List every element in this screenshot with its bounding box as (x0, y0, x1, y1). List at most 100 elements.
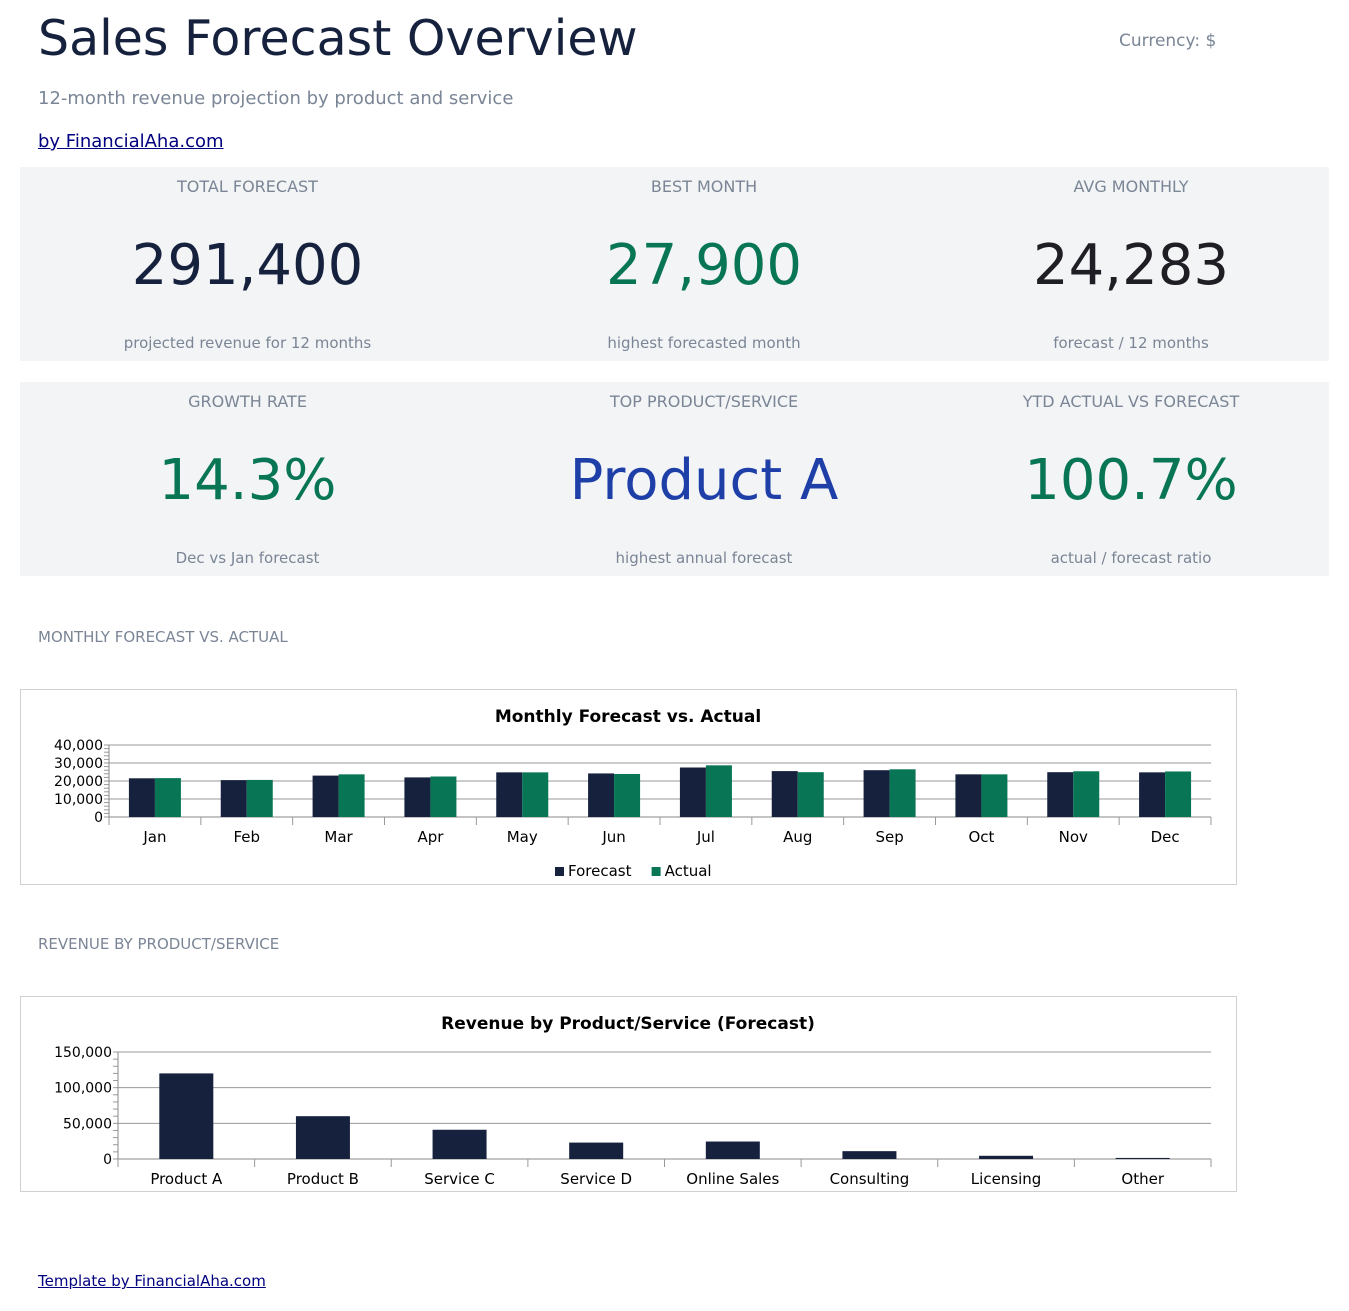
revenue-by-product-chart-svg: Revenue by Product/Service (Forecast) 0 50… (54, 1014, 1212, 1188)
y-tick-label: 0 (94, 810, 103, 826)
kpi-note: forecast / 12 months (1053, 334, 1209, 352)
kpi-label: GROWTH RATE (188, 392, 307, 411)
kpi-value: 27,900 (606, 233, 802, 298)
page-title: Sales Forecast Overview (38, 10, 638, 67)
bar-forecast-apr (404, 777, 431, 817)
bar-actual-jun (614, 773, 641, 817)
bar-forecast-feb (220, 780, 247, 817)
x-tick-label: Jan (142, 828, 166, 846)
section-heading-product: REVENUE BY PRODUCT/SERVICE (38, 935, 280, 953)
y-tick-label: 30,000 (54, 756, 103, 772)
bar-forecast-oct (955, 774, 982, 817)
bar-forecast-jun (588, 773, 615, 817)
revenue-by-product-chart: Revenue by Product/Service (Forecast) 0 50… (20, 996, 1237, 1192)
x-tick-label: Oct (968, 828, 994, 846)
x-tick-label: Other (1121, 1170, 1164, 1188)
x-tick-label: Licensing (971, 1170, 1042, 1188)
byline-link[interactable]: by FinancialAha.com (38, 131, 224, 152)
bar-actual-jan (154, 778, 181, 817)
bar-actual-sep (889, 769, 916, 817)
y-tick-label: 150,000 (54, 1045, 112, 1061)
x-tick-label: Aug (783, 828, 812, 846)
x-tick-label: Service D (560, 1170, 632, 1188)
x-tick-label: Jun (601, 828, 625, 846)
y-tick-label: 40,000 (54, 738, 103, 754)
kpi-value: 291,400 (131, 233, 364, 298)
bar-forecast-dec (1139, 772, 1166, 817)
kpi-row: GROWTH RATE 14.3% Dec vs Jan forecast TO… (20, 382, 1329, 576)
y-tick-label: 0 (103, 1152, 112, 1168)
bar-forecast-mar (312, 775, 339, 817)
bar-value-product-b (295, 1116, 350, 1159)
bar-actual-aug (797, 772, 824, 817)
kpi-note: Dec vs Jan forecast (175, 549, 320, 567)
bar-actual-mar (338, 774, 365, 817)
y-tick-label: 100,000 (54, 1081, 112, 1097)
x-tick-label: Product B (287, 1170, 359, 1188)
bar-forecast-aug (771, 771, 798, 817)
kpi-card-avg-monthly: AVG MONTHLY 24,283 forecast / 12 months (933, 167, 1329, 361)
bar-value-product-a (159, 1073, 214, 1159)
kpi-value: Product A (569, 448, 839, 513)
x-tick-label: Apr (417, 828, 444, 846)
bar-actual-jul (705, 765, 732, 817)
kpi-note: actual / forecast ratio (1050, 549, 1212, 567)
kpi-card-total-forecast: TOTAL FORECAST 291,400 projected revenue… (20, 167, 475, 361)
kpi-label: YTD ACTUAL VS FORECAST (1022, 392, 1240, 411)
kpi-note: highest forecasted month (607, 334, 801, 352)
x-tick-label: Online Sales (686, 1170, 779, 1188)
bar-value-online-sales (705, 1141, 760, 1159)
footer-link[interactable]: Template by FinancialAha.com (38, 1272, 266, 1290)
bar-actual-feb (246, 779, 273, 817)
x-tick-label: Dec (1151, 828, 1180, 846)
legend-swatch-actual (651, 867, 661, 876)
kpi-card-top-product: TOP PRODUCT/SERVICE Product A highest an… (475, 382, 933, 576)
bar-actual-oct (981, 774, 1008, 817)
legend-swatch-forecast (555, 867, 564, 876)
y-tick-label: 20,000 (54, 774, 103, 790)
x-tick-label: Consulting (830, 1170, 910, 1188)
kpi-note: highest annual forecast (615, 549, 793, 567)
chart-title: Monthly Forecast vs. Actual (495, 707, 761, 727)
bar-forecast-jul (679, 767, 706, 817)
bar-value-other (1115, 1157, 1170, 1159)
kpi-label: TOTAL FORECAST (177, 177, 318, 196)
bar-forecast-nov (1047, 772, 1074, 817)
x-tick-label: May (507, 828, 538, 846)
x-tick-label: Mar (324, 828, 353, 846)
kpi-value: 24,283 (1033, 233, 1229, 298)
bar-forecast-sep (863, 770, 890, 817)
bar-actual-apr (430, 776, 457, 817)
x-tick-label: Nov (1059, 828, 1088, 846)
monthly-forecast-chart-svg: Monthly Forecast vs. Actual 0 10,000 20,000… (54, 707, 1212, 880)
bar-value-service-c (432, 1129, 487, 1159)
kpi-note: projected revenue for 12 months (123, 334, 372, 352)
x-tick-label: Service C (424, 1170, 495, 1188)
bar-forecast-may (496, 772, 523, 817)
x-tick-label: Sep (875, 828, 903, 846)
bar-value-service-d (569, 1142, 624, 1159)
bar-actual-nov (1073, 771, 1100, 817)
kpi-label: AVG MONTHLY (1073, 177, 1189, 196)
kpi-value: 100.7% (1024, 448, 1238, 513)
kpi-row: TOTAL FORECAST 291,400 projected revenue… (20, 167, 1329, 361)
x-tick-label: Jul (696, 828, 715, 846)
page-subtitle: 12-month revenue projection by product a… (38, 88, 514, 109)
bar-value-licensing (979, 1155, 1034, 1159)
kpi-card-best-month: BEST MONTH 27,900 highest forecasted mon… (475, 167, 933, 361)
legend-label-actual: Actual (665, 862, 712, 880)
kpi-value: 14.3% (158, 448, 337, 513)
y-tick-label: 50,000 (63, 1116, 112, 1132)
kpi-label: BEST MONTH (650, 177, 758, 196)
x-tick-label: Feb (233, 828, 260, 846)
kpi-card-growth-rate: GROWTH RATE 14.3% Dec vs Jan forecast (20, 382, 475, 576)
currency-label: Currency: $ (1119, 31, 1217, 51)
kpi-card-ytd-actual-vs-forecast: YTD ACTUAL VS FORECAST 100.7% actual / f… (933, 382, 1329, 576)
bar-forecast-jan (128, 778, 155, 817)
bar-actual-dec (1165, 771, 1192, 817)
section-heading-monthly: MONTHLY FORECAST VS. ACTUAL (38, 628, 288, 646)
monthly-forecast-chart: Monthly Forecast vs. Actual 0 10,000 20,000… (20, 689, 1237, 885)
x-tick-label: Product A (150, 1170, 223, 1188)
legend-label-forecast: Forecast (568, 862, 632, 880)
kpi-label: TOP PRODUCT/SERVICE (609, 392, 799, 411)
